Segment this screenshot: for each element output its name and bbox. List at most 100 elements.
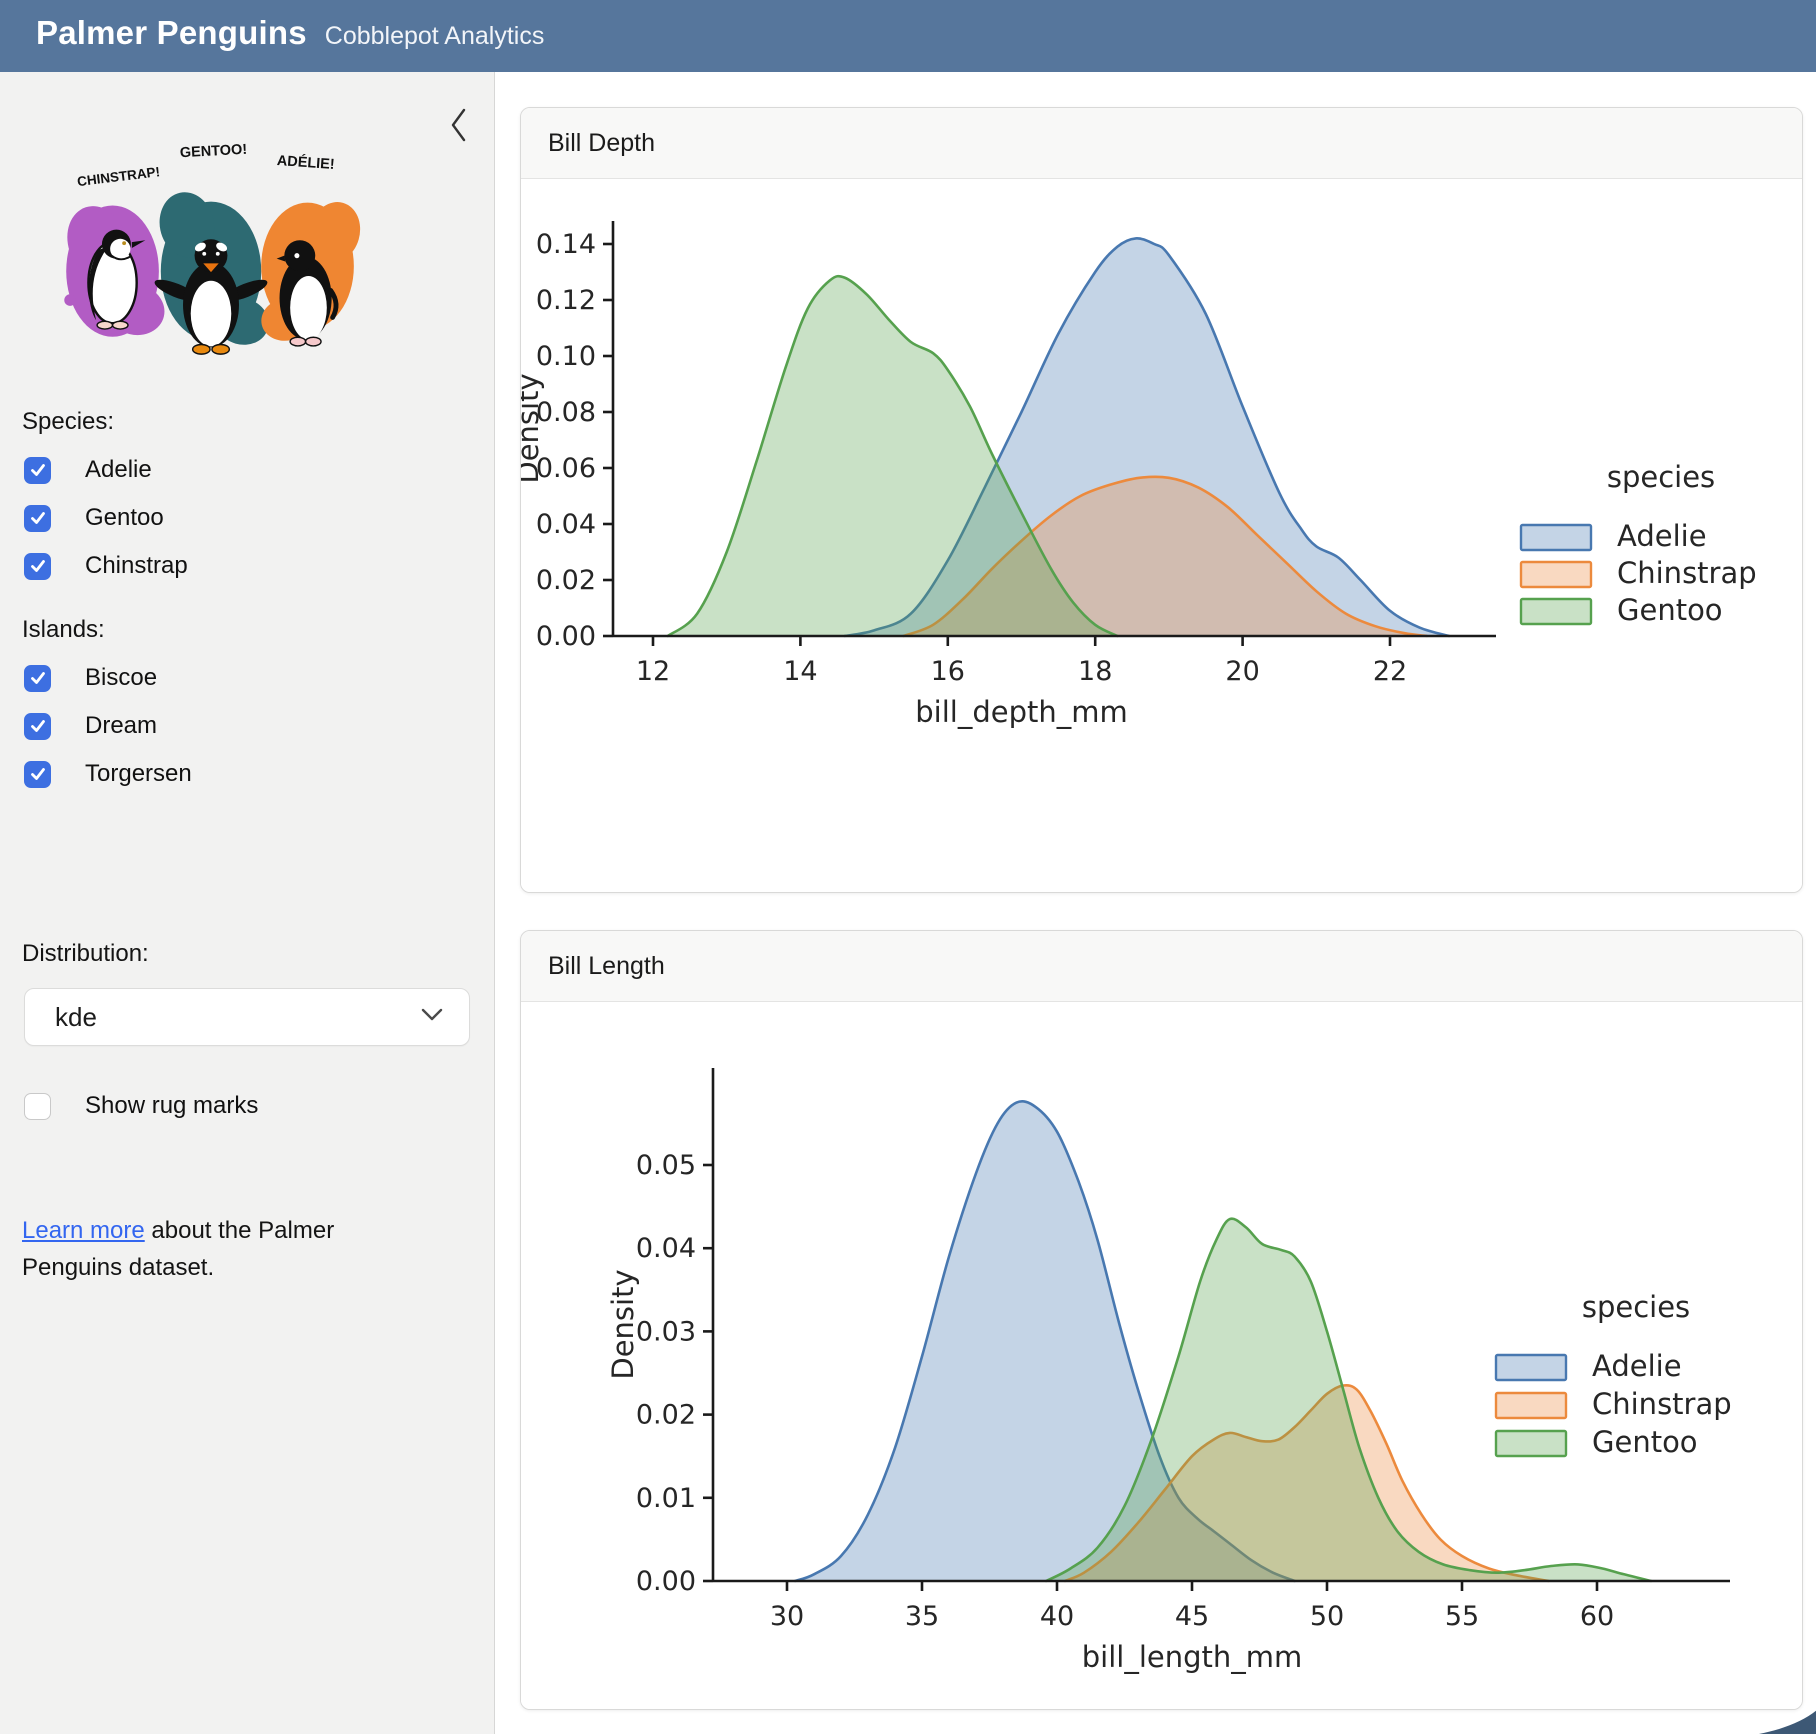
svg-text:0.03: 0.03 (636, 1316, 696, 1347)
checkbox-row-chinstrap[interactable]: Chinstrap (24, 552, 494, 580)
kde-curve-adelie (793, 1100, 1296, 1583)
checkbox-row-torgersen[interactable]: Torgersen (24, 760, 494, 788)
svg-text:0.14: 0.14 (536, 229, 596, 260)
kde-fill-adelie (844, 238, 1449, 636)
checkbox-dream[interactable] (24, 712, 51, 740)
svg-text:0.12: 0.12 (536, 285, 596, 316)
checkbox-row-adelie[interactable]: Adelie (24, 456, 494, 484)
legend-swatch-adelie (1519, 523, 1593, 552)
legend-label-chinstrap: Chinstrap (1592, 1387, 1732, 1421)
kde-curve-adelie (843, 237, 1451, 638)
distribution-label: Distribution: (22, 940, 149, 967)
checkbox-chinstrap[interactable] (24, 552, 51, 580)
kde-fill-chinstrap (903, 476, 1427, 636)
legend-swatch-chinstrap (1519, 560, 1593, 589)
checkbox-row-gentoo[interactable]: Gentoo (24, 504, 494, 532)
legend-label-gentoo: Gentoo (1617, 593, 1723, 627)
card-bill-depth: Bill Depth 0.00 0.02 0.04 0.06 0.08 0.10 0.12 0… (520, 107, 1803, 893)
kde-curve-gentoo (1044, 1217, 1653, 1583)
legend-title: species (1582, 1290, 1690, 1324)
svg-text:0.01: 0.01 (636, 1483, 696, 1514)
card-bill-length: Bill Length 0.00 0.01 0.02 0.03 0.04 0.05 30 35… (520, 930, 1803, 1710)
kde-curve-chinstrap (1063, 1383, 1550, 1583)
kde-curve-gentoo (666, 274, 1119, 638)
checkbox-row-rug[interactable]: Show rug marks (24, 1092, 494, 1120)
islands-section-label: Islands: (22, 616, 105, 643)
app-title: Palmer Penguins (36, 14, 307, 51)
svg-text:0.06: 0.06 (536, 453, 596, 484)
card-header: Bill Depth (521, 108, 1802, 179)
learn-more-link[interactable]: Learn more (22, 1217, 145, 1244)
checkbox-label: Adelie (85, 456, 152, 483)
checkbox-row-dream[interactable]: Dream (24, 712, 494, 740)
sidebar: CHINSTRAP! GENTOO! ADÉLIE! Species: Adel… (0, 72, 495, 1734)
legend-swatch-gentoo (1519, 597, 1593, 626)
kde-fill-gentoo (667, 276, 1118, 636)
decorative-swoosh (1758, 1710, 1816, 1734)
checkbox-rug[interactable] (24, 1092, 51, 1120)
svg-text:20: 20 (1225, 656, 1259, 687)
checkbox-biscoe[interactable] (24, 664, 51, 692)
svg-text:0.00: 0.00 (636, 1566, 696, 1597)
chinstrap-penguin (87, 229, 146, 330)
svg-text:16: 16 (931, 656, 965, 687)
legend-label-gentoo: Gentoo (1592, 1425, 1698, 1459)
partial-next-card (520, 1710, 1816, 1734)
app-subtitle: Cobblepot Analytics (324, 22, 545, 50)
svg-text:0.04: 0.04 (536, 509, 596, 540)
svg-text:0.02: 0.02 (536, 565, 596, 596)
svg-text:0.02: 0.02 (636, 1400, 696, 1431)
svg-text:12: 12 (636, 656, 670, 687)
x-axis-label: bill_depth_mm (915, 695, 1128, 729)
sidebar-collapse-icon[interactable] (448, 106, 470, 144)
checkbox-gentoo[interactable] (24, 504, 51, 532)
checkbox-label: Gentoo (85, 504, 164, 531)
app-header: Palmer Penguins Cobblepot Analytics (0, 0, 1816, 72)
card-header: Bill Length (521, 931, 1802, 1002)
svg-text:55: 55 (1445, 1601, 1479, 1632)
card-body: 0.00 0.01 0.02 0.03 0.04 0.05 30 35 40 45 50 55 60 bi… (521, 1002, 1802, 1709)
checkbox-label: Chinstrap (85, 552, 188, 579)
svg-text:45: 45 (1175, 1601, 1209, 1632)
checkbox-torgersen[interactable] (24, 760, 51, 788)
adelie-label: ADÉLIE! (276, 152, 335, 173)
bill-length-chart: 0.00 0.01 0.02 0.03 0.04 0.05 30 35 40 45 50 55 60 bi… (606, 1068, 1732, 1674)
svg-text:0.05: 0.05 (636, 1150, 696, 1181)
checkbox-label: Biscoe (85, 664, 158, 691)
legend-swatch-chinstrap (1494, 1391, 1568, 1420)
legend-label-adelie: Adelie (1617, 519, 1707, 553)
checkbox-adelie[interactable] (24, 456, 51, 484)
legend-swatch-gentoo (1494, 1429, 1568, 1458)
card-body: 0.00 0.02 0.04 0.06 0.08 0.10 0.12 0.14 12 14 16 18… (521, 179, 1802, 892)
gentoo-penguin (154, 239, 268, 355)
penguins-artwork: CHINSTRAP! GENTOO! ADÉLIE! (64, 142, 361, 355)
svg-text:35: 35 (905, 1601, 939, 1632)
learn-more-text: Learn more about the Palmer Penguins dat… (22, 1217, 335, 1282)
axes: 0.00 0.01 0.02 0.03 0.04 0.05 30 35 40 45 50 55 60 bi… (606, 1068, 1730, 1674)
svg-text:14: 14 (783, 656, 817, 687)
kde-fill-chinstrap (1065, 1385, 1549, 1581)
svg-text:22: 22 (1373, 656, 1407, 687)
svg-text:40: 40 (1040, 1601, 1074, 1632)
svg-text:18: 18 (1078, 656, 1112, 687)
species-section-label: Species: (22, 408, 115, 435)
main-content: Bill Depth 0.00 0.02 0.04 0.06 0.08 0.10 0.12 0… (495, 72, 1816, 1734)
axes: 0.00 0.02 0.04 0.06 0.08 0.10 0.12 0.14 12 14 16 18… (521, 221, 1496, 729)
kde-fill-gentoo (1046, 1218, 1651, 1581)
legend-title: species (1607, 460, 1715, 494)
distribution-select[interactable]: kde (24, 988, 470, 1046)
checkbox-row-biscoe[interactable]: Biscoe (24, 664, 494, 692)
legend-label-chinstrap: Chinstrap (1617, 556, 1757, 590)
svg-text:0.10: 0.10 (536, 341, 596, 372)
chinstrap-label: CHINSTRAP! (76, 164, 160, 189)
svg-text:50: 50 (1310, 1601, 1344, 1632)
x-axis-label: bill_length_mm (1082, 1640, 1303, 1674)
svg-text:30: 30 (770, 1601, 804, 1632)
card-title: Bill Length (548, 952, 665, 980)
card-title: Bill Depth (548, 129, 655, 157)
checkbox-label: Dream (85, 712, 158, 739)
kde-curve-chinstrap (902, 475, 1429, 638)
